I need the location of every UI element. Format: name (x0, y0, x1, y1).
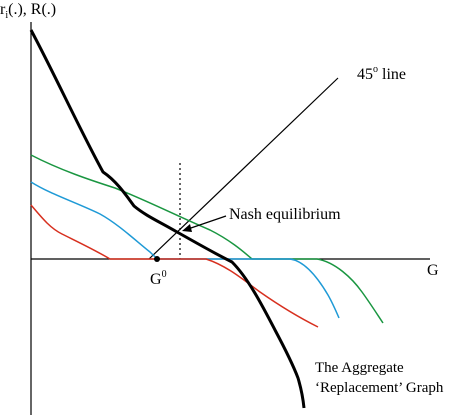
y-axis-label: ri(.), R(.) (0, 1, 56, 21)
nash-arrow-head (182, 224, 192, 232)
aggregate-label-line2: ‘Replacement’ Graph (315, 380, 444, 396)
green-replacement-curve (30, 154, 384, 324)
x-axis-label: G (427, 262, 439, 279)
line-45-label: 45o line (357, 64, 406, 83)
nash-arrow-line (187, 215, 227, 230)
g0-label-text: G0 (150, 269, 167, 288)
aggregate-label-line1: The Aggregate (315, 360, 404, 376)
nash-equilibrium-label: Nash equilibrium (229, 206, 341, 223)
blue-replacement-curve (30, 181, 340, 319)
g0-point (154, 256, 160, 262)
red-replacement-curve (30, 204, 319, 328)
aggregate-replacement-curve (29, 29, 306, 409)
